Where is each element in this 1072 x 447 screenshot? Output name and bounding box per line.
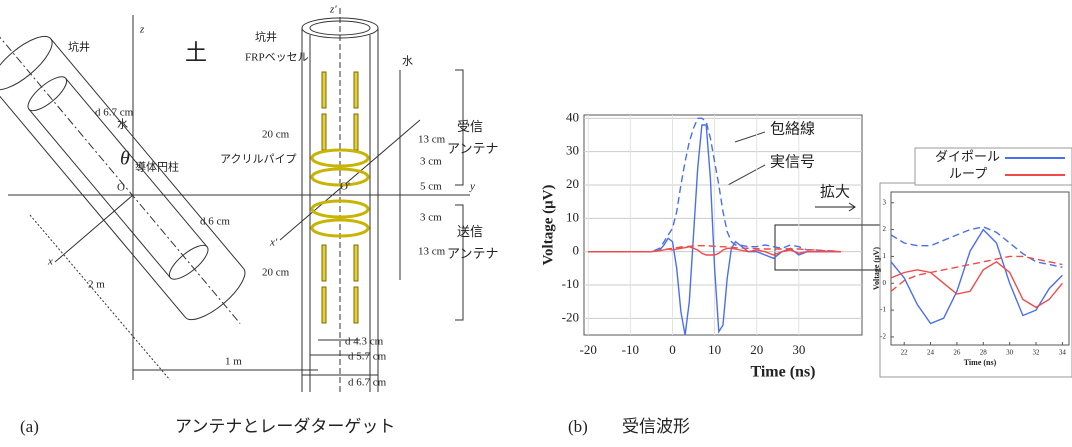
diagram-label: FRPベッセル — [245, 51, 309, 64]
diagram-label: 3 cm — [420, 212, 442, 224]
tilted-cylinder — [0, 8, 269, 348]
annotation: 拡大 — [820, 183, 850, 200]
legend-label: ダイポール — [935, 149, 1000, 164]
caption: (a) — [20, 417, 39, 436]
y-tick-label: 30 — [566, 143, 579, 158]
x-tick-label: 32 — [1033, 349, 1041, 357]
y-tick-label: 0 — [573, 243, 580, 258]
x-tick-label: 20 — [750, 342, 763, 357]
diagram-label: O' — [340, 181, 350, 193]
diagram-label: 20 cm — [262, 267, 290, 279]
y-tick-label: -10 — [562, 276, 579, 291]
x-tick-label: 22 — [901, 349, 909, 357]
x-tick-label: -10 — [622, 342, 639, 357]
annotation-pointer — [728, 165, 765, 185]
diagram-label: 5 cm — [420, 181, 442, 193]
diagram-label: 3 cm — [420, 156, 442, 168]
diagram-label: z — [139, 24, 145, 36]
caption: (b) — [568, 417, 588, 436]
zoom-arrow — [815, 203, 855, 211]
x-tick-label: 0 — [669, 342, 676, 357]
y-tick-label: 40 — [566, 109, 579, 124]
diagram-label: 坑井 — [68, 40, 90, 54]
y-tick-label: 2 — [883, 225, 887, 233]
diagram-label: 導体円柱 — [135, 160, 179, 174]
x-tick-label: 34 — [1059, 349, 1067, 357]
diagram-label: アンテナ — [447, 246, 498, 261]
x-tick-label: 30 — [1006, 349, 1014, 357]
diagram-label: d 4.3 cm — [345, 336, 384, 348]
x-tick-label: 30 — [792, 342, 805, 357]
diagram-label: y — [469, 181, 475, 193]
diagram-label: 2 m — [88, 279, 105, 291]
figure: z土坑井d 6.7 cm水導体円柱θOd 6 cmx2 mz'坑井FRPベッセル… — [0, 0, 1072, 447]
diagram-label: 水 — [402, 55, 413, 68]
x-axis-label: Time (ns) — [964, 358, 997, 367]
diagram-label: 20 cm — [262, 129, 290, 141]
y-tick-label: 3 — [883, 198, 887, 206]
y-tick-label: -2 — [880, 333, 886, 341]
x-tick-label: -20 — [580, 342, 597, 357]
diagram-label: 水 — [117, 118, 128, 131]
caption: アンテナとレーダターゲット — [175, 417, 395, 436]
diagram-label: d 5.7 cm — [348, 351, 387, 363]
annotation-pointer — [735, 132, 765, 142]
diagram-label: 土 — [185, 40, 207, 65]
diagram-label: d 6.7 cm — [95, 107, 134, 119]
diagram-label: 13 cm — [418, 246, 446, 258]
x-tick-label: 10 — [708, 342, 721, 357]
diagram-label: x — [47, 256, 53, 268]
y-tick-label: 0 — [883, 279, 887, 287]
diagram-label: 坑井 — [255, 30, 277, 44]
diagram-label: 13 cm — [418, 134, 446, 146]
diagram-label: θ — [120, 148, 130, 170]
diagram-label: 受信 — [457, 119, 483, 134]
y-tick-label: 1 — [883, 252, 887, 260]
inset-frame — [880, 183, 1072, 377]
diagram-label: アンテナ — [447, 141, 498, 156]
diagram-label: z' — [329, 4, 337, 16]
diagram-label: O — [117, 182, 125, 194]
x-tick-label: 26 — [953, 349, 961, 357]
dimension-lines — [133, 70, 463, 375]
diagram-label: 送信 — [457, 224, 483, 239]
legend-label: ループ — [949, 166, 987, 181]
x-tick-label: 24 — [927, 349, 935, 357]
annotation: 包絡線 — [770, 120, 815, 137]
caption: 受信波形 — [622, 417, 690, 436]
diagram-label: x' — [269, 237, 278, 249]
x-axis-label: Time (ns) — [750, 364, 815, 381]
y-axis-label: Voltage (μV) — [540, 185, 556, 266]
diagram-label: 1 m — [225, 356, 242, 368]
x-axis — [55, 195, 133, 262]
y-tick-label: 20 — [566, 176, 579, 191]
diagram-label: d 6 cm — [200, 216, 230, 228]
diagram-label: d 6.7 cm — [348, 377, 387, 389]
y-tick-label: 10 — [566, 209, 579, 224]
x-tick-label: 28 — [980, 349, 988, 357]
diagram-a — [0, 8, 470, 392]
y-tick-label: -20 — [562, 309, 579, 324]
diagram-label: アクリルパイプ — [220, 153, 296, 166]
annotation: 実信号 — [770, 153, 815, 170]
y-axis-label: Voltage (μV) — [872, 247, 881, 290]
y-tick-label: -1 — [880, 306, 886, 314]
